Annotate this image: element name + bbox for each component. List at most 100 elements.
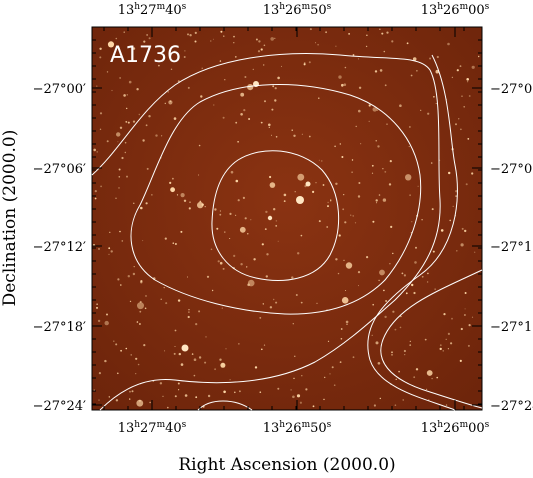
dec-tick-label-left: −27°06′: [33, 162, 86, 177]
star: [118, 176, 121, 178]
star: [221, 307, 223, 309]
star: [386, 123, 388, 125]
star: [180, 363, 184, 366]
star: [376, 109, 379, 111]
star: [143, 40, 146, 43]
star: [247, 233, 249, 235]
star: [478, 55, 480, 58]
star: [432, 250, 435, 253]
bright-galaxy: [305, 181, 311, 187]
star: [273, 208, 276, 211]
star: [474, 251, 476, 253]
star: [416, 70, 418, 72]
star: [351, 159, 354, 161]
star: [132, 120, 136, 123]
star: [445, 338, 447, 340]
star: [340, 328, 343, 330]
contour-outer: [91, 53, 441, 411]
star: [322, 184, 325, 186]
star: [264, 100, 266, 103]
star: [233, 35, 235, 38]
star: [264, 228, 267, 231]
star: [99, 47, 102, 50]
star: [385, 300, 387, 302]
star: [155, 134, 158, 137]
star: [409, 194, 411, 197]
star: [404, 354, 406, 356]
star: [127, 121, 130, 124]
star: [233, 42, 235, 44]
star: [268, 126, 270, 128]
ra-tick-label-bottom: 13h27m40s: [118, 420, 187, 436]
star: [448, 171, 451, 175]
star: [145, 124, 148, 127]
star: [344, 221, 347, 224]
star: [193, 374, 196, 377]
star: [239, 226, 246, 233]
star: [201, 67, 203, 70]
star: [379, 28, 381, 30]
bright-galaxy: [181, 344, 189, 352]
star: [107, 41, 115, 48]
star: [259, 317, 262, 319]
star: [383, 50, 386, 53]
star: [238, 343, 240, 345]
star: [365, 45, 368, 48]
star: [148, 37, 151, 40]
star: [456, 250, 458, 252]
star: [237, 199, 240, 202]
star: [271, 134, 272, 136]
star: [144, 307, 147, 310]
star: [99, 56, 102, 59]
star: [334, 145, 336, 148]
star: [176, 194, 179, 196]
star: [275, 136, 278, 138]
star: [198, 310, 201, 313]
star: [436, 376, 439, 379]
star: [301, 375, 303, 377]
star: [431, 377, 433, 380]
star: [317, 43, 319, 46]
star: [297, 173, 305, 181]
star: [377, 145, 380, 148]
star: [461, 95, 463, 97]
star: [411, 221, 413, 223]
star: [109, 231, 111, 233]
star: [183, 56, 186, 58]
star: [180, 230, 183, 233]
star: [295, 294, 298, 296]
star: [405, 292, 408, 295]
star: [219, 261, 223, 265]
star: [188, 207, 191, 210]
star: [464, 229, 467, 233]
star: [173, 352, 176, 355]
star: [352, 215, 355, 217]
star: [292, 323, 294, 325]
star: [345, 320, 349, 324]
star: [318, 220, 321, 223]
star: [261, 243, 264, 246]
star: [138, 399, 141, 402]
star: [439, 344, 442, 347]
star: [213, 104, 215, 106]
dec-tick-label-left: −27°18′: [33, 320, 86, 335]
star: [340, 338, 343, 340]
star: [222, 267, 225, 270]
star: [115, 343, 118, 346]
star: [312, 405, 315, 408]
star: [443, 313, 446, 316]
star: [274, 37, 276, 40]
star: [219, 358, 222, 361]
star: [120, 284, 122, 286]
star: [146, 34, 148, 36]
star: [459, 359, 462, 362]
star: [178, 352, 181, 356]
star: [450, 342, 453, 345]
star: [455, 195, 457, 197]
star: [408, 146, 410, 148]
star: [378, 194, 381, 196]
star: [352, 356, 355, 359]
star: [426, 281, 429, 283]
star: [117, 141, 119, 143]
star: [268, 123, 271, 127]
